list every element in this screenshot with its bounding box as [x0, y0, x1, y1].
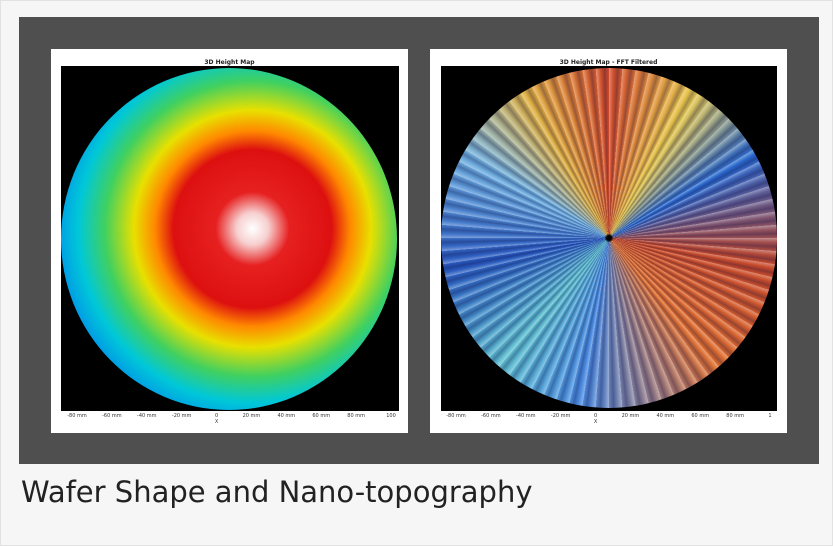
x-tick-label: -20 mm — [171, 413, 192, 419]
x-tick-label: -40 mm — [516, 413, 536, 419]
wafer-height-disc — [61, 68, 397, 410]
plot-area — [441, 66, 777, 411]
x-tick-label: -80 mm — [67, 413, 87, 419]
x-tick-label: 80 mm — [347, 413, 365, 419]
x-axis-label: X — [214, 419, 219, 425]
x-tick-label: 1 — [768, 413, 772, 419]
x-tick-label: -60 mm — [481, 413, 501, 419]
image-title: 3D Height Map - FFT Filtered — [559, 59, 658, 66]
x-tick-label: 40 mm — [277, 413, 296, 419]
image-title: 3D Height Map — [204, 59, 255, 66]
x-tick-label: -40 mm — [137, 413, 157, 419]
x-tick-label: 60 mm — [691, 413, 710, 419]
x-tick-label: 0 — [214, 413, 219, 419]
x-tick-label: 40 mm — [656, 413, 675, 419]
x-tick-label: 0 — [593, 413, 598, 419]
height-map-image: 3D Height Map -80 mm -60 mm -40 mm -20 mm 0 2… — [51, 49, 408, 433]
x-tick-label: -60 mm — [102, 413, 122, 419]
x-tick-label: 80 mm — [726, 413, 744, 419]
x-tick-label: 60 mm — [312, 413, 331, 419]
x-tick-label: 100 — [386, 413, 396, 419]
x-tick-label: -80 mm — [446, 413, 466, 419]
wafer-topography-disc — [441, 68, 777, 408]
plot-area — [61, 66, 399, 411]
fft-filtered-image: 3D Height Map - FFT Filtered -80 mm -60 m… — [430, 49, 787, 433]
figure-caption: Wafer Shape and Nano-topography — [21, 475, 533, 509]
x-tick-label: 20 mm — [621, 413, 640, 419]
x-axis-label: X — [593, 419, 598, 425]
x-tick-label: -20 mm — [550, 413, 571, 419]
x-tick-label: 20 mm — [242, 413, 261, 419]
